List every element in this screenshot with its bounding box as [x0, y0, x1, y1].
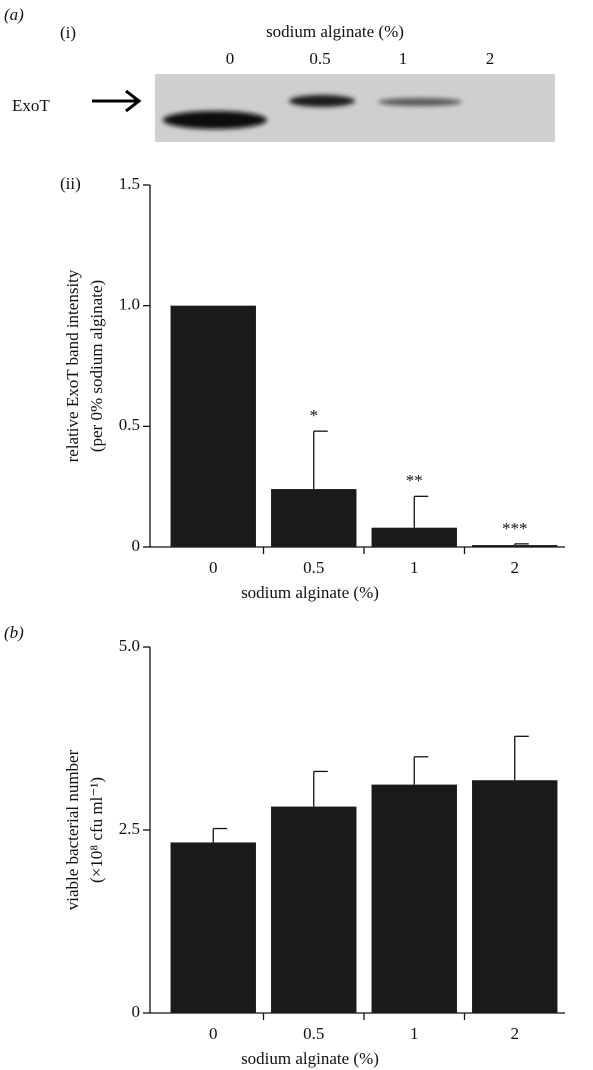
blot-title: sodium alginate (%): [266, 22, 404, 41]
panel-label: (i): [60, 23, 76, 42]
x-tick-label: 2: [511, 558, 520, 577]
y-tick-label: 0: [132, 1002, 141, 1021]
lane-label: 2: [486, 49, 495, 68]
y-axis-label: (per 0% sodium alginate): [87, 280, 106, 452]
bar: [171, 842, 256, 1013]
bar: [271, 807, 356, 1013]
x-tick-label: 2: [511, 1024, 520, 1043]
lane-label: 1: [399, 49, 408, 68]
y-axis-label: viable bacterial number: [63, 749, 82, 910]
bar: [171, 306, 256, 547]
blot-target: ExoT: [12, 96, 50, 115]
bar: [372, 785, 457, 1013]
x-tick-label: 0.5: [303, 1024, 324, 1043]
y-tick-label: 2.5: [119, 819, 140, 838]
x-tick-label: 0.5: [303, 558, 324, 577]
significance-label: *: [310, 406, 319, 425]
x-tick-label: 1: [410, 1024, 419, 1043]
bar: [271, 489, 356, 547]
x-tick-label: 0: [209, 1024, 218, 1043]
panel-label: (ii): [60, 174, 81, 193]
bar: [472, 545, 557, 547]
blot-image: [155, 74, 555, 142]
y-axis-label: (×10⁸ cfu ml⁻¹): [87, 777, 106, 883]
arrow: [92, 91, 139, 111]
lane-label: 0: [226, 49, 235, 68]
panel-label: (b): [4, 623, 24, 642]
figure: (a) (i) sodium alginate (%) 0 0.5 1 2 Ex…: [0, 0, 593, 1070]
bar: [372, 528, 457, 547]
y-tick-label: 0: [132, 536, 141, 555]
significance-label: **: [406, 471, 423, 490]
y-tick-label: 5.0: [119, 636, 140, 655]
panel-label: (a): [4, 5, 24, 24]
significance-label: ***: [502, 519, 528, 538]
lane-label: 0.5: [309, 49, 330, 68]
y-axis-label: relative ExoT band intensity: [63, 269, 82, 462]
x-tick-label: 1: [410, 558, 419, 577]
x-tick-label: 0: [209, 558, 218, 577]
page: (a) (i) sodium alginate (%) 0 0.5 1 2 Ex…: [0, 0, 593, 1070]
y-tick-label: 0.5: [119, 415, 140, 434]
y-tick-label: 1.0: [119, 295, 140, 314]
x-axis-label: sodium alginate (%): [241, 1049, 379, 1068]
x-axis-label: sodium alginate (%): [241, 583, 379, 602]
y-tick-label: 1.5: [119, 174, 140, 193]
bar: [472, 780, 557, 1013]
